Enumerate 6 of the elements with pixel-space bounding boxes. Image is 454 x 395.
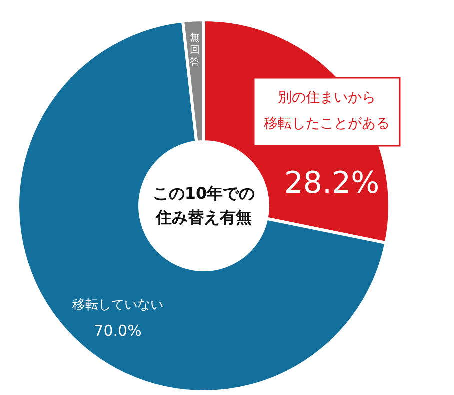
slice-label: 移転していない [72,298,164,313]
data-label: 70.0% [94,322,142,340]
slice-label: 別の住まいから移転したことがある [264,90,390,132]
data-label: 28.2% [284,166,380,201]
text: この10年での住み替え有無 [152,184,256,227]
slice-label: 無回答 [190,32,200,68]
